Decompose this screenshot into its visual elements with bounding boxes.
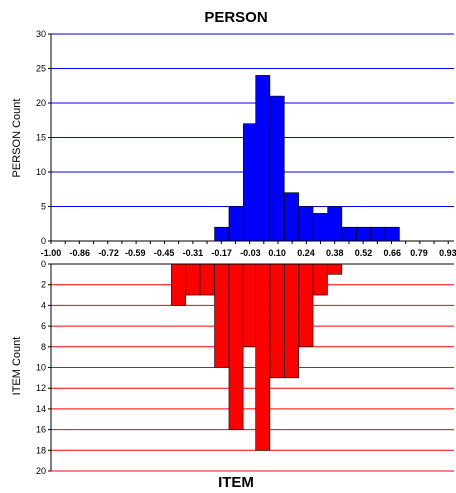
item-bar: [327, 263, 343, 275]
person-bar: [384, 226, 400, 242]
item-bar: [171, 263, 186, 306]
x-tick-label: -0.45: [154, 248, 175, 258]
item-chart-title: ITEM: [218, 474, 254, 491]
person-bar: [255, 75, 271, 242]
y-tick-label: 12: [36, 383, 46, 393]
x-tick-label: 0.93: [439, 248, 456, 258]
x-tick-label: -1.00: [41, 248, 62, 258]
item-bar: [255, 263, 271, 451]
y-tick-label: 30: [36, 29, 46, 39]
person-bar: [269, 95, 285, 242]
y-tick-label: 5: [41, 202, 46, 212]
y-tick-label: 6: [41, 321, 46, 331]
y-tick-label: 4: [41, 300, 46, 310]
y-tick-label: 20: [36, 466, 46, 476]
item-bar: [284, 263, 299, 379]
y-tick-label: 2: [41, 280, 46, 290]
x-tick-label: 0.24: [297, 248, 315, 258]
x-tick-label: 0.38: [326, 248, 344, 258]
x-tick-label: -0.72: [98, 248, 119, 258]
x-tick-label: -0.86: [70, 248, 91, 258]
y-tick-label: 25: [36, 64, 46, 74]
y-tick-label: 14: [36, 404, 46, 414]
person-bar: [356, 226, 371, 242]
x-tick-label: -0.17: [211, 248, 232, 258]
x-tick-label: 0.66: [384, 248, 402, 258]
item-bar: [199, 263, 215, 296]
person-bar: [327, 206, 343, 242]
y-tick-label: 20: [36, 98, 46, 108]
x-tick-label: 0.52: [355, 248, 373, 258]
y-tick-label: 15: [36, 133, 46, 143]
item-bar: [269, 263, 285, 379]
shared-x-axis: -1.00 -0.86 -0.72 -0.59 -0.45 -0.31 -0.17 -0.03…: [41, 240, 456, 265]
x-tick-label: -0.59: [125, 248, 146, 258]
y-tick-label: 16: [36, 425, 46, 435]
person-bar: [284, 192, 299, 242]
y-tick-label: 10: [36, 167, 46, 177]
item-bar: [298, 263, 314, 348]
person-bar: [298, 206, 314, 242]
person-bar: [312, 213, 328, 242]
person-bar: [341, 226, 357, 242]
x-tick-label: 0.10: [268, 248, 286, 258]
item-bar: [185, 263, 201, 296]
person-plot-area: 0 5 10 15 20 25 30: [36, 29, 454, 246]
item-plot-area: 0 2 4 6 8 10 12 14 16 18 20: [36, 259, 454, 476]
person-bar: [214, 226, 230, 242]
person-bar: [228, 206, 244, 242]
item-bar: [228, 263, 244, 430]
y-tick-label: 18: [36, 445, 46, 455]
person-chart-title: PERSON: [204, 9, 267, 26]
person-y-axis-label: PERSON Count: [11, 99, 23, 178]
y-tick-label: 8: [41, 342, 46, 352]
y-tick-label: 0: [41, 236, 46, 246]
item-bar: [214, 263, 230, 368]
y-tick-label: 10: [36, 363, 46, 373]
item-bar: [312, 263, 328, 296]
x-tick-label: -0.31: [183, 248, 204, 258]
item-y-axis-label: ITEM Count: [11, 337, 23, 396]
x-tick-label: 0.79: [410, 248, 428, 258]
x-tick-label: -0.03: [240, 248, 261, 258]
y-tick-label: 0: [41, 259, 46, 269]
person-bar: [370, 226, 386, 242]
